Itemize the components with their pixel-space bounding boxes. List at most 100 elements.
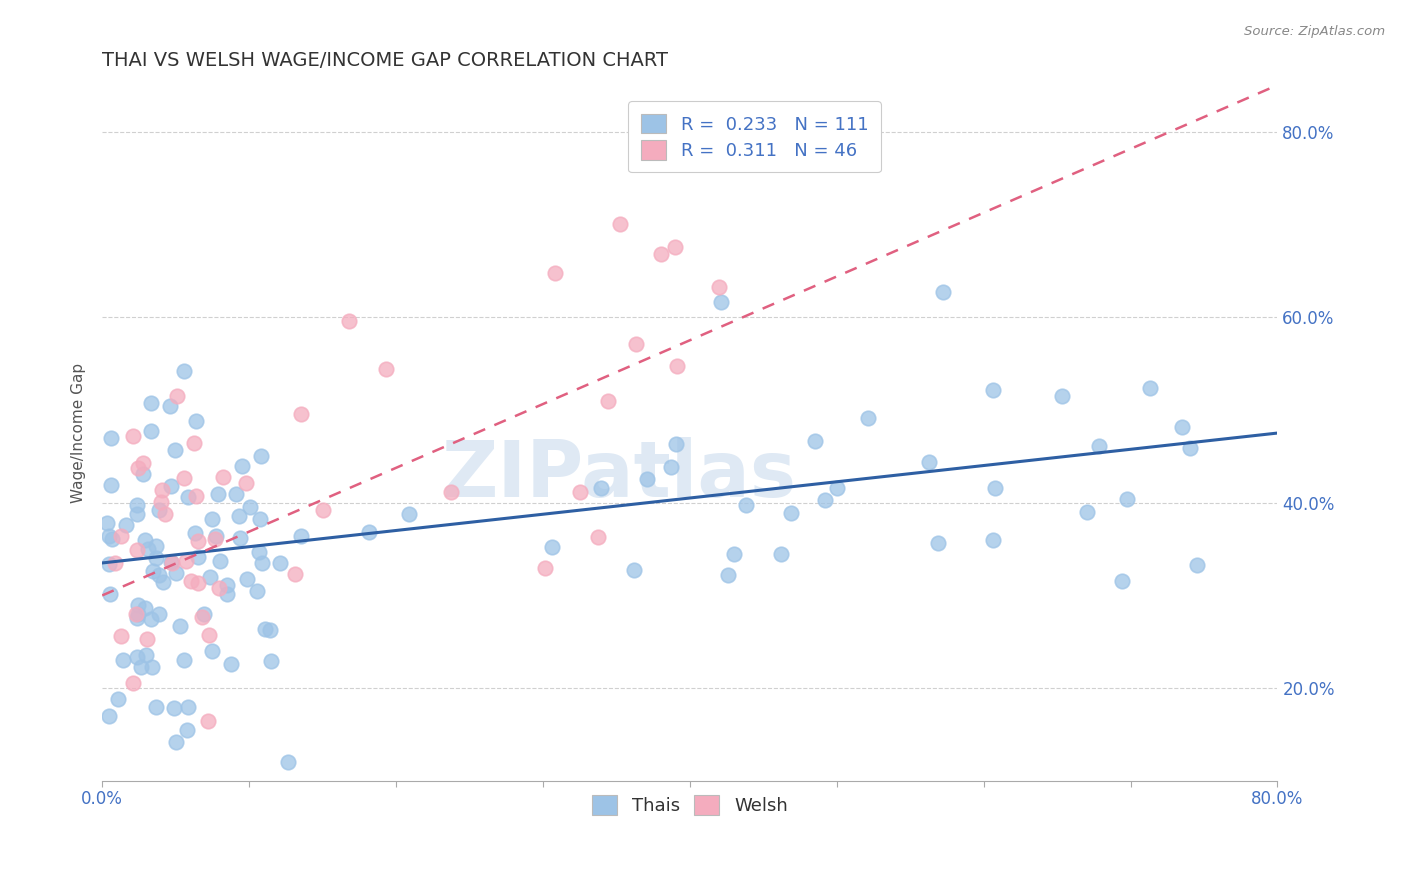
Point — [165, 566, 187, 581]
Point — [219, 657, 242, 672]
Point — [927, 536, 949, 550]
Point — [187, 576, 209, 591]
Point — [148, 502, 170, 516]
Text: THAI VS WELSH WAGE/INCOME GAP CORRELATION CHART: THAI VS WELSH WAGE/INCOME GAP CORRELATIO… — [103, 51, 668, 70]
Point — [145, 550, 167, 565]
Point — [1115, 491, 1137, 506]
Point — [184, 489, 207, 503]
Point — [207, 487, 229, 501]
Point — [440, 484, 463, 499]
Point — [180, 574, 202, 589]
Point — [212, 470, 235, 484]
Point — [160, 556, 183, 570]
Point — [609, 218, 631, 232]
Point — [165, 443, 187, 458]
Point — [598, 393, 620, 408]
Point — [814, 492, 837, 507]
Point — [110, 629, 132, 643]
Point — [204, 533, 226, 547]
Point — [160, 555, 183, 569]
Point — [183, 526, 205, 541]
Point — [734, 499, 756, 513]
Point — [96, 516, 118, 531]
Point — [541, 540, 564, 554]
Point — [398, 507, 420, 521]
Point — [624, 336, 647, 351]
Point — [121, 429, 143, 443]
Point — [132, 456, 155, 470]
Point — [544, 267, 567, 281]
Point — [208, 582, 231, 596]
Point — [187, 533, 209, 548]
Point — [568, 484, 591, 499]
Point — [666, 359, 689, 373]
Point — [269, 557, 291, 571]
Point — [1178, 441, 1201, 455]
Point — [1170, 419, 1192, 434]
Point — [148, 607, 170, 621]
Point — [135, 648, 157, 662]
Point — [173, 471, 195, 485]
Point — [981, 533, 1004, 548]
Point — [177, 490, 200, 504]
Point — [932, 285, 955, 299]
Point — [166, 389, 188, 403]
Point — [150, 495, 173, 509]
Point — [193, 607, 215, 621]
Point — [534, 561, 557, 575]
Point — [145, 700, 167, 714]
Point — [589, 481, 612, 495]
Point — [155, 508, 177, 522]
Point — [710, 294, 733, 309]
Point — [198, 627, 221, 641]
Point — [187, 549, 209, 564]
Point — [127, 649, 149, 664]
Y-axis label: Wage/Income Gap: Wage/Income Gap — [72, 363, 86, 503]
Point — [201, 512, 224, 526]
Point — [769, 548, 792, 562]
Point — [215, 577, 238, 591]
Point — [247, 545, 270, 559]
Text: 80.0%: 80.0% — [1251, 790, 1303, 808]
Point — [586, 530, 609, 544]
Point — [1139, 381, 1161, 395]
Point — [110, 529, 132, 543]
Point — [150, 483, 173, 498]
Point — [981, 383, 1004, 397]
Point — [101, 532, 124, 546]
Point — [139, 395, 162, 409]
Point — [250, 556, 273, 570]
Point — [197, 714, 219, 728]
Text: ZIPatlas: ZIPatlas — [441, 437, 797, 513]
Point — [250, 449, 273, 463]
Point — [127, 598, 149, 612]
Point — [228, 532, 250, 546]
Point — [1185, 558, 1208, 572]
Point — [98, 528, 121, 542]
Point — [135, 632, 157, 646]
Point — [1076, 505, 1098, 519]
Point — [235, 476, 257, 491]
Point — [98, 587, 121, 601]
Point — [209, 554, 232, 568]
Point — [983, 481, 1005, 495]
Point — [204, 529, 226, 543]
Point — [125, 498, 148, 512]
Point — [139, 612, 162, 626]
Text: 0.0%: 0.0% — [82, 790, 124, 808]
Point — [200, 643, 222, 657]
Legend: Thais, Welsh: Thais, Welsh — [583, 786, 797, 824]
Point — [134, 600, 156, 615]
Point — [173, 653, 195, 667]
Point — [259, 654, 281, 668]
Point — [659, 459, 682, 474]
Point — [177, 699, 200, 714]
Point — [127, 461, 149, 475]
Point — [374, 362, 396, 376]
Point — [717, 567, 740, 582]
Point — [225, 486, 247, 500]
Point — [136, 541, 159, 556]
Point — [804, 434, 827, 449]
Point — [290, 529, 312, 543]
Point — [1088, 439, 1111, 453]
